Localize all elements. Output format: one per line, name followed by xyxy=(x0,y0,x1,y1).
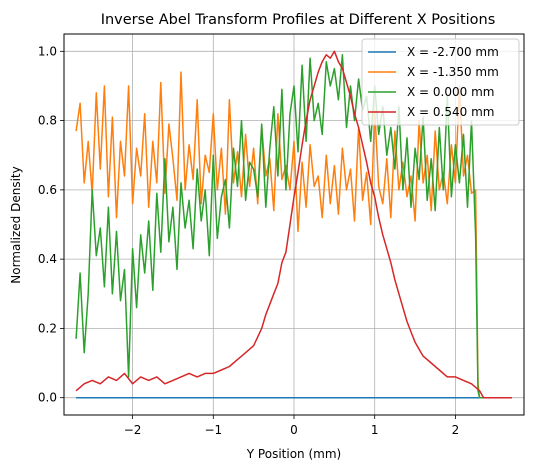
x-tick-label: 1 xyxy=(371,423,379,437)
x-tick-label: 0 xyxy=(290,423,298,437)
legend-label: X = 0.540 mm xyxy=(407,105,494,119)
x-tick-label: −1 xyxy=(204,423,222,437)
legend-box xyxy=(361,38,520,126)
chart-title: Inverse Abel Transform Profiles at Diffe… xyxy=(101,12,496,28)
series-lines xyxy=(75,50,512,399)
y-tick-label: 1.0 xyxy=(38,44,57,58)
legend-label: X = -2.700 mm xyxy=(407,45,499,59)
y-tick-label: 0.8 xyxy=(38,114,57,128)
legend-label: X = -1.350 mm xyxy=(407,65,499,79)
y-tick-label: 0.6 xyxy=(38,183,57,197)
y-tick-label: 0.4 xyxy=(38,252,57,266)
y-tick-label: 0.0 xyxy=(38,391,57,405)
legend-label: X = 0.000 mm xyxy=(407,85,494,99)
y-tick-label: 0.2 xyxy=(38,321,57,335)
y-axis-label: Normalized Density xyxy=(9,166,23,284)
x-axis-label: Y Position (mm) xyxy=(246,447,341,461)
x-axis: −2 −1 0 1 2 xyxy=(124,415,459,437)
legend: X = -2.700 mm X = -1.350 mm X = 0.000 mm X … xyxy=(361,38,520,126)
x-tick-label: −2 xyxy=(124,423,142,437)
x-tick-label: 2 xyxy=(452,423,460,437)
y-axis: 0.0 0.2 0.4 0.6 0.8 1.0 xyxy=(38,44,64,405)
series-line-3 xyxy=(75,50,512,399)
series-line-2 xyxy=(75,54,512,399)
